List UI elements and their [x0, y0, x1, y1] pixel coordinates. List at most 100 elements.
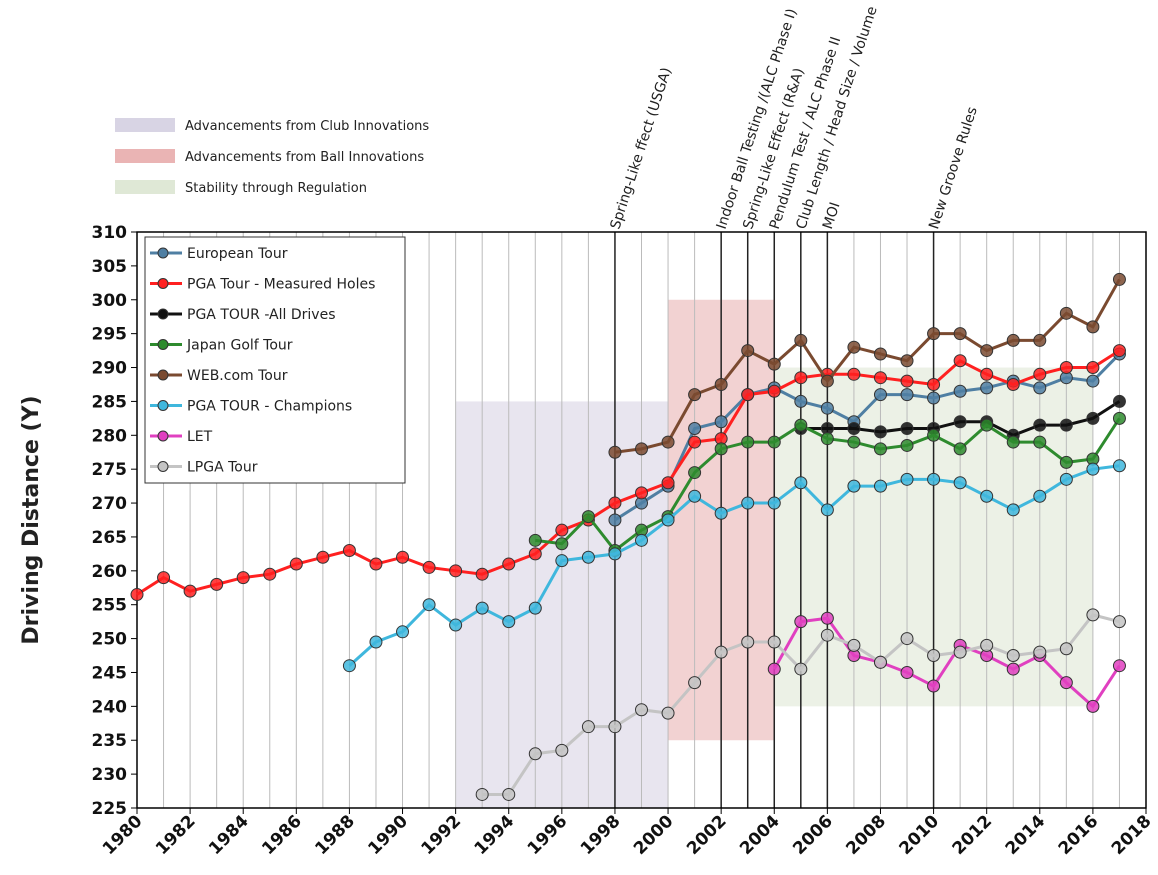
data-point [927, 391, 941, 405]
data-point [369, 557, 383, 571]
data-point [555, 554, 569, 568]
x-tick-label: 1996 [524, 811, 572, 859]
data-point [1059, 642, 1073, 656]
data-point [422, 560, 436, 574]
data-point [927, 377, 941, 391]
data-point [820, 432, 834, 446]
x-tick-label: 2004 [736, 811, 784, 859]
data-point [528, 747, 542, 761]
data-point [555, 537, 569, 551]
y-tick-label: 240 [92, 697, 128, 717]
y-tick-label: 290 [92, 359, 128, 379]
y-tick-label: 250 [92, 630, 128, 650]
data-point [741, 344, 755, 358]
data-point [741, 635, 755, 649]
data-point [953, 327, 967, 341]
x-tick-label: 1994 [471, 811, 519, 859]
data-point [794, 371, 808, 385]
x-tick-label: 2002 [683, 811, 731, 859]
y-tick-label: 260 [92, 562, 128, 582]
data-point [847, 367, 861, 381]
y-tick-label: 305 [92, 257, 128, 277]
data-point [502, 615, 516, 629]
region-legend-swatch [115, 149, 175, 163]
data-point [1112, 411, 1126, 425]
data-point [1033, 418, 1047, 432]
x-tick-label: 1988 [311, 811, 359, 859]
data-point [980, 638, 994, 652]
region-legend-swatch [115, 118, 175, 132]
data-point [820, 401, 834, 415]
data-point [873, 388, 887, 402]
data-point [953, 354, 967, 368]
data-point [714, 415, 728, 429]
data-point [1112, 615, 1126, 629]
y-tick-label: 245 [92, 663, 128, 683]
data-point [1006, 435, 1020, 449]
data-point [1006, 377, 1020, 391]
data-point [1086, 374, 1100, 388]
data-point [1033, 367, 1047, 381]
data-point [927, 679, 941, 693]
data-point [688, 466, 702, 480]
data-point [1086, 320, 1100, 334]
x-tick-label: 2014 [1002, 811, 1050, 859]
data-point [847, 435, 861, 449]
data-point [741, 388, 755, 402]
data-point [953, 415, 967, 429]
y-tick-label: 280 [92, 426, 128, 446]
data-point [980, 418, 994, 432]
data-point [608, 445, 622, 459]
data-point [847, 340, 861, 354]
x-tick-label: 2012 [949, 811, 997, 859]
x-tick-label: 2018 [1108, 811, 1156, 859]
data-point [900, 632, 914, 646]
x-tick-label: 1990 [364, 811, 412, 859]
data-point [1059, 361, 1073, 375]
data-point [794, 615, 808, 629]
data-point [1006, 503, 1020, 517]
data-point [767, 635, 781, 649]
data-point [767, 435, 781, 449]
legend-label: LET [187, 429, 213, 445]
data-point [581, 720, 595, 734]
data-point [635, 703, 648, 717]
data-point [581, 550, 595, 564]
data-point [475, 567, 489, 581]
y-tick-label: 285 [92, 392, 128, 412]
x-tick-label: 1998 [577, 811, 625, 859]
data-point [130, 588, 144, 602]
data-point [873, 442, 887, 456]
annotation-label: New Groove Rules [926, 105, 981, 231]
data-point [581, 510, 595, 524]
data-point [953, 442, 967, 456]
data-point [316, 550, 330, 564]
data-point [1033, 435, 1047, 449]
data-point [1086, 608, 1100, 622]
region-legend-label: Stability through Regulation [185, 181, 367, 196]
data-point [236, 571, 250, 585]
legend-marker [157, 430, 169, 442]
data-point [263, 567, 277, 581]
data-point [608, 496, 622, 510]
data-point [635, 533, 648, 547]
x-tick-label: 2010 [896, 811, 944, 859]
y-tick-label: 275 [92, 460, 128, 480]
data-point [847, 422, 861, 436]
data-point [635, 486, 648, 500]
y-tick-label: 295 [92, 325, 128, 345]
data-point [1033, 645, 1047, 659]
data-point [873, 425, 887, 439]
y-tick-label: 225 [92, 799, 128, 819]
x-tick-label: 1984 [205, 811, 253, 859]
x-tick-label: 1982 [152, 811, 200, 859]
y-axis-label: Driving Distance (Y) [19, 395, 44, 644]
x-tick-label: 2008 [842, 811, 890, 859]
legend-marker [157, 278, 169, 289]
data-point [1086, 699, 1100, 713]
data-point [342, 659, 356, 673]
data-point [714, 645, 728, 659]
x-tick-label: 1992 [418, 811, 466, 859]
data-point [1033, 489, 1047, 503]
data-point [210, 577, 224, 591]
